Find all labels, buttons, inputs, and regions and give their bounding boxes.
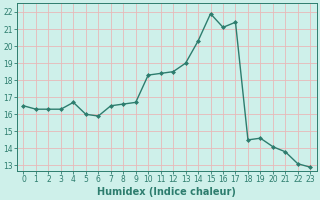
X-axis label: Humidex (Indice chaleur): Humidex (Indice chaleur) — [98, 187, 236, 197]
